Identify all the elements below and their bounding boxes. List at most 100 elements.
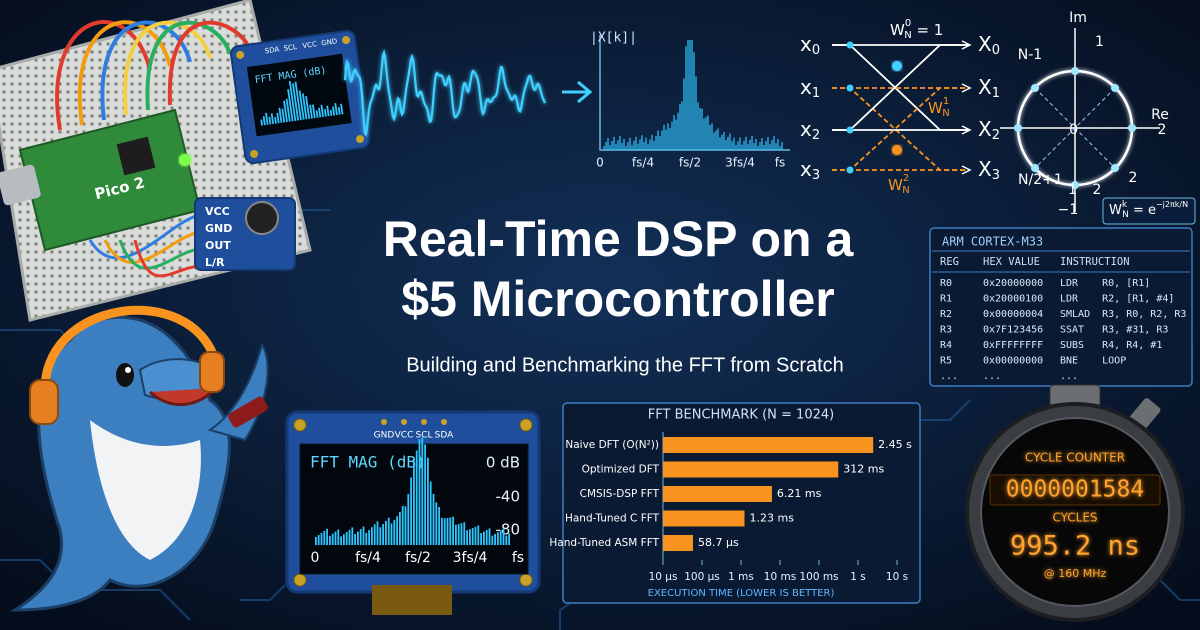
oled-bar [326,528,328,545]
oled-bar [387,517,390,545]
register-cell: 0xFFFFFFFF [983,340,1043,351]
oled-display: GND VCC SCL SDA FFT MAG (dB) 0 dB -40 -80 0 fs/4 f… [285,410,541,615]
oled-bar [373,524,376,545]
waveform [343,49,547,137]
wire [78,20,172,126]
mount-hole [293,418,307,432]
oled-bar [463,522,466,545]
math-label: x0 [800,32,820,58]
math-base: X [978,117,992,141]
oled-bar [320,104,324,118]
oled-bar [474,526,477,545]
oled-bar [488,528,491,545]
arrowhead [961,165,972,175]
oled-bar [435,502,438,545]
math-label: x2 [800,117,820,143]
math-base: x [800,32,812,56]
spectrum-x-label: fs [775,156,785,170]
oled-bar [508,533,510,545]
mount-hole [250,149,259,158]
spectrum-x-label: 0 [596,156,604,170]
math-sub: N [942,108,949,119]
circle-label: 0 [1069,122,1078,138]
bar [663,510,745,527]
ribbon [372,585,452,615]
oled-bar [301,93,308,120]
register-cell: LDR R2, [R1, #4] [1060,294,1174,305]
arrowhead [961,125,972,135]
spectrum-axes [599,35,790,151]
circle-label: 2 [1093,182,1102,198]
math-base: X [978,75,992,99]
math-sub: 0 [812,43,820,58]
headphone-band [40,305,220,396]
oled-bar [294,81,302,121]
math-label: X0 [978,32,1000,58]
arrowhead [961,83,972,93]
oled-bar [485,530,488,545]
math-base: X [978,32,992,56]
oled-bar [270,113,275,125]
subtitle: Building and Benchmarking the FFT from S… [406,354,844,376]
register-cell: ... [1060,371,1078,382]
root-point [1111,84,1119,92]
math-base: W [1109,203,1122,218]
math-sup: k [1122,200,1128,210]
oled-bar [429,481,432,545]
oled-bar [298,90,305,120]
oled-bar [407,493,410,545]
column-header: REG [940,256,959,268]
register-cell: R4 [940,340,952,351]
math-exp: −j2πk/N [1156,200,1188,209]
oled-bar [287,89,294,122]
oled-bar [260,119,263,126]
oled-bar [332,106,336,116]
circle-label: Re [1151,107,1169,123]
math-sub: 3 [992,168,1000,183]
cycle-count: 0000001584 [1006,477,1144,503]
oled-bar [466,530,468,545]
wire [55,20,152,131]
clock-rate: @ 160 MHz [1044,567,1107,580]
oled-bar [424,444,426,545]
pin [441,419,447,425]
bar [663,486,772,502]
circle-label: 1 [1095,34,1104,50]
x-axis-label: EXECUTION TIME (LOWER IS BETTER) [648,588,835,599]
math-base: X [978,157,992,181]
mic-pin-label: GND [205,222,232,235]
root-point [1071,181,1079,189]
category-label: CMSIS-DSP FFT [580,488,660,500]
oled-bar [427,457,429,545]
register-cell: 0x20000000 [983,278,1043,289]
bar [663,461,839,478]
pin [421,419,427,425]
mic-pin-label: VCC [205,205,230,218]
oled-bar [334,102,338,116]
wristband [228,396,268,428]
math-label: X2 [978,117,1000,143]
oled-x-label: fs/2 [405,550,431,566]
oled-bar [329,535,331,545]
db-label: -40 [496,488,521,506]
math-sub: 0 [992,43,1000,58]
register-cell: SSAT R3, #31, R3 [1060,325,1168,336]
math-base: W [888,176,903,194]
microphone [245,201,279,235]
oled-bar [345,531,348,545]
title: $5 Microcontroller [401,271,834,327]
oled-bar [323,530,326,545]
oled-bar [309,104,313,119]
oled-bar [329,109,333,116]
oled-bar [404,506,407,545]
benchmark-chart: FFT BENCHMARK (N = 1024) 10 µs 100 µs 1 ms 1… [549,402,921,604]
register-cell: 0x00000004 [983,309,1043,320]
circuit-trace [1159,579,1200,601]
register-cell: R1 [940,294,952,305]
wire [88,213,201,260]
math-sup: 0 [905,18,911,29]
pin-label: GND [374,431,395,441]
circle-label: Im [1069,10,1087,26]
